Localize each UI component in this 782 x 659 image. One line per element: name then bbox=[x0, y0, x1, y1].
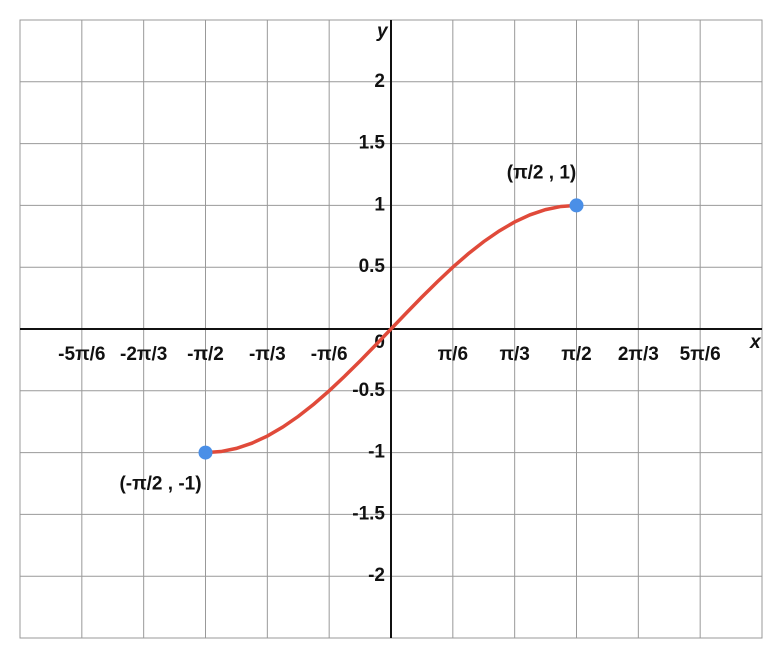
x-tick-label: 5π/6 bbox=[680, 344, 721, 365]
endpoint bbox=[569, 198, 584, 213]
x-tick-label: -5π/6 bbox=[58, 344, 105, 365]
x-tick-label: π/3 bbox=[499, 344, 529, 365]
x-tick-label: -π/6 bbox=[311, 344, 348, 365]
annotation: (-π/2 , -1) bbox=[119, 474, 201, 495]
x-tick-label: -π/2 bbox=[187, 344, 224, 365]
endpoint bbox=[198, 445, 213, 460]
x-axis-label: x bbox=[749, 332, 762, 353]
y-tick-label: -2 bbox=[368, 565, 385, 586]
x-tick-label: 2π/3 bbox=[618, 344, 659, 365]
y-tick-label: -1 bbox=[368, 442, 385, 463]
x-tick-label: π/2 bbox=[561, 344, 591, 365]
y-tick-label: 2 bbox=[374, 71, 385, 92]
y-tick-label: -0.5 bbox=[352, 380, 385, 401]
y-tick-label: 0.5 bbox=[359, 256, 386, 277]
line bbox=[205, 203, 577, 455]
annotation: (π/2 , 1) bbox=[507, 162, 576, 183]
y-tick-label: 1 bbox=[374, 194, 385, 215]
y-axis-label: y bbox=[376, 21, 389, 42]
x-tick-label: π/6 bbox=[438, 344, 468, 365]
y-tick-label: -1.5 bbox=[352, 503, 385, 524]
y-tick-label: 1.5 bbox=[359, 133, 386, 154]
x-tick-label: -π/3 bbox=[249, 344, 286, 365]
x-tick-label: -2π/3 bbox=[120, 344, 167, 365]
